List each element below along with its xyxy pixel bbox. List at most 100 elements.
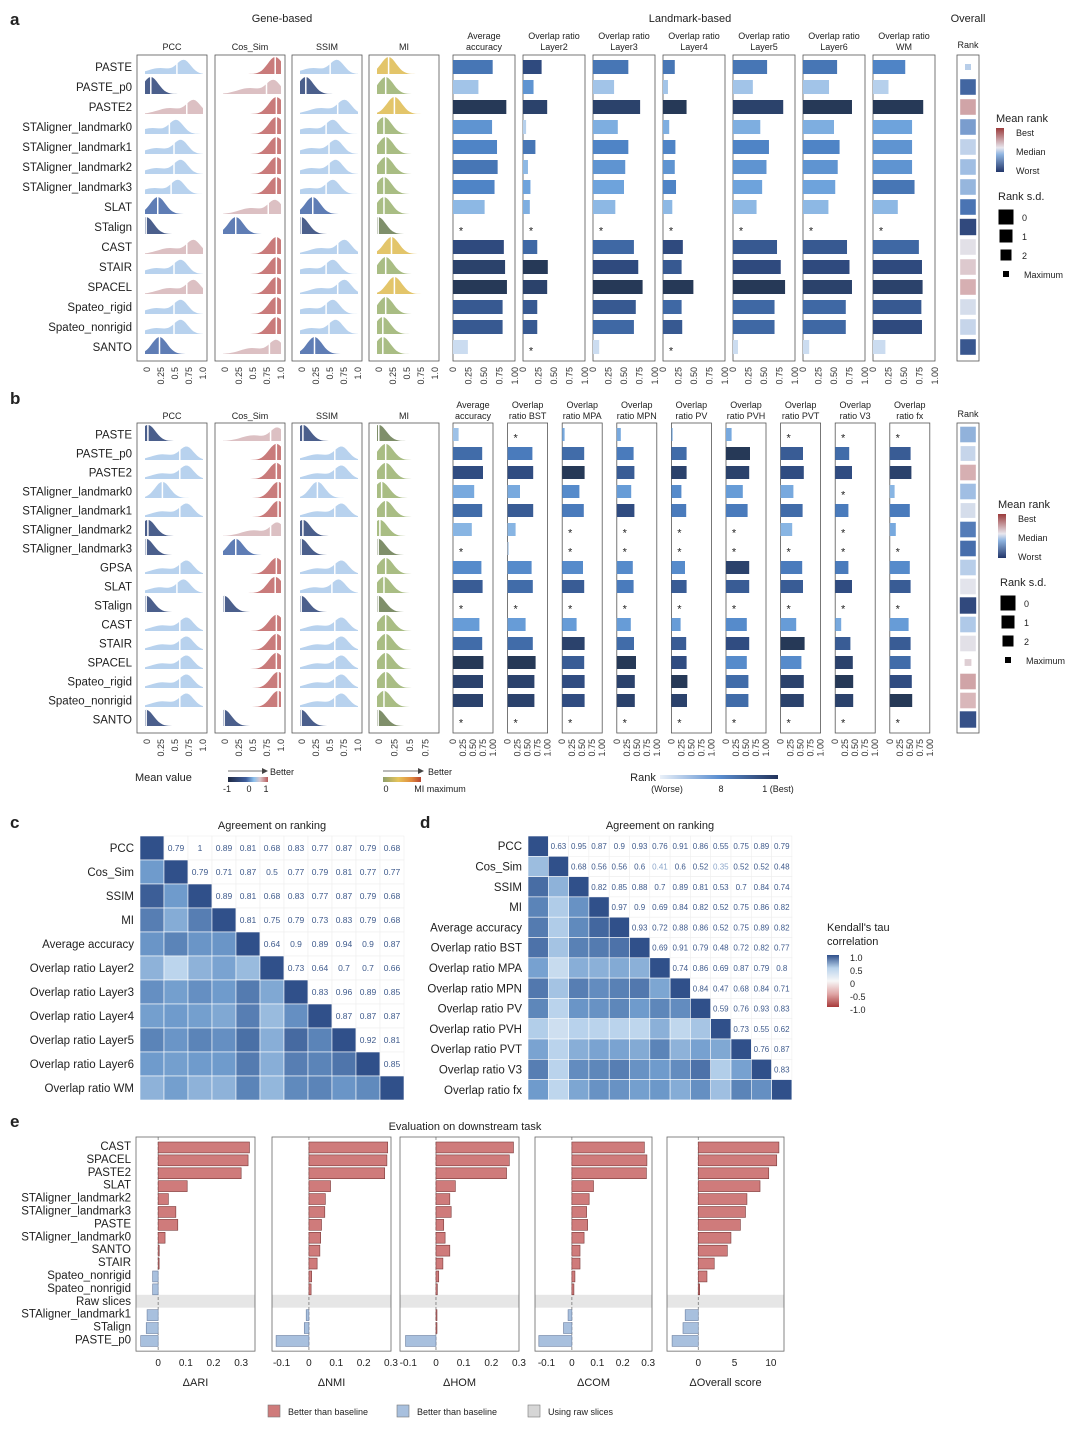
density-ridge-row [377, 481, 435, 498]
method-label: STAligner_landmark3 [22, 544, 132, 556]
density-ridge-row [223, 157, 281, 174]
axis-tick-label: 1.00 [761, 739, 771, 757]
density-ridge-row [377, 462, 435, 479]
density-ridge-row [300, 277, 358, 294]
density-ridge-row [377, 576, 435, 593]
heatmap-cell [211, 1075, 237, 1101]
landmark-bar [873, 100, 924, 114]
mi-colorbar [383, 777, 421, 782]
heatmap-cell [283, 1051, 309, 1077]
density-ridge [145, 99, 203, 114]
heatmap-cell [259, 1051, 285, 1077]
axis-tick-label: 0.25 [234, 367, 244, 385]
heatmap-cell [163, 1051, 189, 1077]
gene-metric-header: SSIM [316, 411, 338, 421]
heatmap-cell [259, 1027, 285, 1053]
heatmap-cell [187, 1027, 213, 1053]
downstream-bar [671, 1335, 699, 1347]
method-label: STAligner_landmark0 [22, 122, 132, 134]
axis-tick-label: 0.75 [915, 739, 925, 757]
density-ridge-row [377, 633, 435, 650]
panel-a: PASTE PASTE_p0 PASTE2 STAligner_landmark0 ST… [22, 31, 1063, 362]
landmark-bar [453, 637, 483, 650]
overall-rank-square [960, 79, 976, 95]
density-ridge [145, 465, 203, 479]
axis-tick-label: 0.5 [402, 367, 412, 380]
heatmap-value-label: 0.52 [693, 862, 709, 871]
heatmap-value-label: 0.79 [754, 964, 770, 973]
landmark-bar [803, 260, 850, 274]
density-ridge-row [377, 538, 435, 555]
landmark-bar [803, 200, 829, 214]
axis-tick-label: 0.25 [622, 739, 632, 757]
missing-marker: * [623, 604, 628, 616]
density-ridge [300, 636, 358, 650]
landmark-metric-header: accuracy [455, 411, 492, 421]
heatmap-cell [139, 955, 165, 981]
overall-rank-header: Rank [957, 40, 979, 50]
axis-tick-label: 0.2 [357, 1358, 371, 1369]
downstream-legend-label: Better than baseline [288, 1407, 368, 1417]
axis-tick-label: 0 [306, 1358, 312, 1369]
gene-metric-header: PCC [162, 411, 182, 421]
heatmap-value-label: 0.41 [652, 862, 668, 871]
heatmap-cell [629, 998, 651, 1020]
rank-legend-tick: 8 [718, 784, 723, 794]
density-ridge [223, 427, 281, 441]
density-ridge-row [223, 277, 281, 294]
landmark-bar [453, 260, 506, 274]
density-ridge [145, 520, 203, 536]
axis-tick-label: 0.5 [325, 367, 335, 380]
heatmap-cell-blank [307, 835, 333, 861]
missing-marker: * [896, 604, 901, 616]
density-ridge-row [145, 337, 203, 354]
gene-panel-frame [214, 54, 286, 362]
axis-tick-label: 0 [220, 367, 230, 372]
landmark-bar [663, 200, 673, 214]
heatmap-cell-blank [259, 835, 285, 861]
axis-tick-label: 0.25 [674, 367, 684, 385]
downstream-category-label: STAIR [98, 1257, 131, 1269]
downstream-bar [308, 1180, 331, 1192]
density-ridge [300, 446, 358, 460]
heatmap-cell-blank [283, 883, 309, 909]
axis-tick-label: 0.75 [915, 367, 925, 385]
heatmap-cell [568, 1018, 590, 1040]
downstream-bar [405, 1335, 437, 1347]
missing-marker: * [669, 345, 674, 357]
landmark-bar [593, 180, 624, 194]
downstream-bar [563, 1322, 573, 1334]
density-ridge-row [145, 633, 203, 650]
heatmap-cell [187, 1003, 213, 1029]
heatmap-cell [139, 1003, 165, 1029]
landmark-bar [453, 180, 495, 194]
landmark-bar [733, 100, 784, 114]
heatmap-value-label: 0.93 [632, 923, 648, 932]
heatmap-cell [187, 931, 213, 957]
density-ridge-row [300, 177, 358, 194]
density-ridge-row [300, 595, 358, 612]
missing-marker: * [623, 528, 628, 540]
landmark-bar [803, 140, 840, 154]
axis-tick-label: 0.25 [156, 739, 166, 757]
axis-tick-label: 0.25 [311, 739, 321, 757]
density-ridge-row [377, 257, 435, 274]
heatmap-diagonal-cell [608, 916, 630, 938]
density-ridge [145, 674, 203, 688]
heatmap-cell [588, 1038, 610, 1060]
heatmap-value-label: 0.82 [591, 883, 607, 892]
density-ridge-row [145, 297, 203, 314]
density-ridge-row [377, 297, 435, 314]
landmark-bar [671, 447, 687, 460]
landmark-bar [616, 618, 631, 631]
landmark-bar [733, 160, 767, 174]
landmark-bar [733, 80, 753, 94]
axis-tick-label: 0.50 [741, 739, 751, 757]
downstream-bar [152, 1283, 159, 1296]
landmark-metric-header: ratio MPN [617, 411, 657, 421]
landmark-bar [593, 160, 626, 174]
heatmap-cell-blank [379, 907, 405, 933]
heatmap-value-label: 0.68 [571, 862, 587, 871]
landmark-bar [593, 260, 639, 274]
overall-rank-square [960, 578, 976, 595]
